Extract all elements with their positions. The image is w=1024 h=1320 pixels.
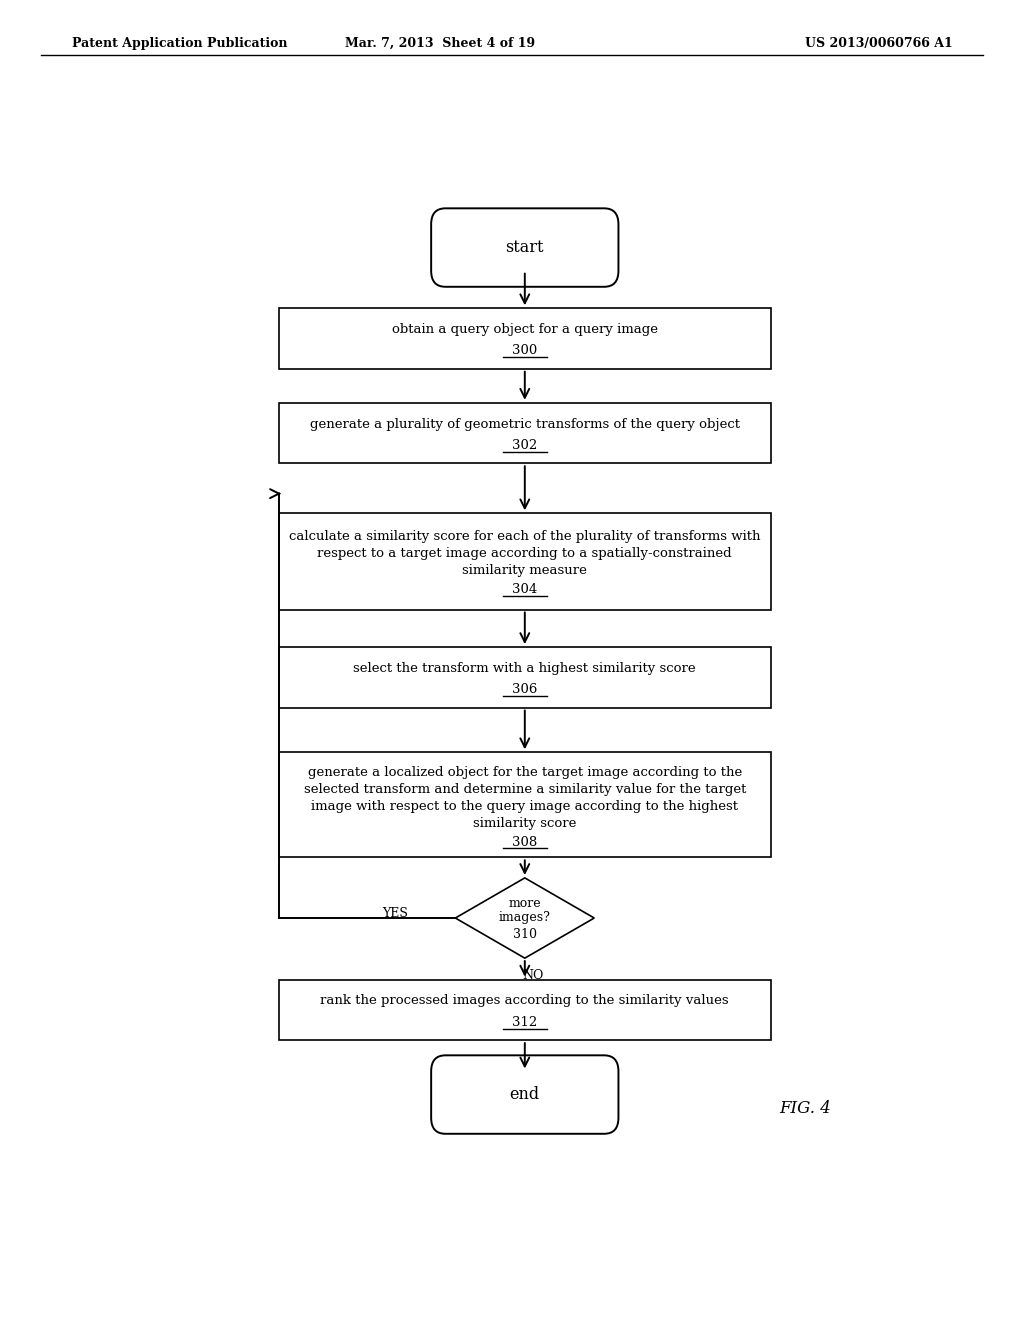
Bar [279, 403, 771, 463]
Text: 310: 310 [513, 928, 537, 941]
Text: calculate a similarity score for each of the plurality of transforms with: calculate a similarity score for each of… [289, 529, 761, 543]
Text: NO: NO [522, 969, 544, 982]
Text: Mar. 7, 2013  Sheet 4 of 19: Mar. 7, 2013 Sheet 4 of 19 [345, 37, 536, 50]
Text: select the transform with a highest similarity score: select the transform with a highest simi… [353, 661, 696, 675]
Text: Patent Application Publication: Patent Application Publication [72, 37, 287, 50]
Text: 312: 312 [512, 1016, 538, 1028]
FancyBboxPatch shape [431, 1055, 618, 1134]
Text: obtain a query object for a query image: obtain a query object for a query image [392, 323, 657, 337]
Bar [279, 752, 771, 858]
Text: start: start [506, 239, 544, 256]
Text: 300: 300 [512, 345, 538, 358]
Text: US 2013/0060766 A1: US 2013/0060766 A1 [805, 37, 952, 50]
Polygon shape [456, 878, 594, 958]
Text: FIG. 4: FIG. 4 [778, 1100, 830, 1117]
Bar [279, 647, 771, 708]
Bar [279, 308, 771, 368]
Text: generate a plurality of geometric transforms of the query object: generate a plurality of geometric transf… [310, 417, 739, 430]
Text: 304: 304 [512, 583, 538, 597]
Text: 302: 302 [512, 440, 538, 451]
Text: generate a localized object for the target image according to the: generate a localized object for the targ… [307, 766, 742, 779]
Text: respect to a target image according to a spatially-constrained: respect to a target image according to a… [317, 546, 732, 560]
Text: images?: images? [499, 911, 551, 924]
Bar [279, 979, 771, 1040]
Text: more: more [509, 898, 541, 911]
Text: end: end [510, 1086, 540, 1104]
Text: similarity measure: similarity measure [463, 564, 587, 577]
Text: selected transform and determine a similarity value for the target: selected transform and determine a simil… [303, 783, 746, 796]
Text: 306: 306 [512, 684, 538, 696]
Text: YES: YES [382, 907, 408, 920]
FancyBboxPatch shape [431, 209, 618, 286]
Text: image with respect to the query image according to the highest: image with respect to the query image ac… [311, 800, 738, 813]
Text: similarity score: similarity score [473, 817, 577, 830]
Text: rank the processed images according to the similarity values: rank the processed images according to t… [321, 994, 729, 1007]
Bar [279, 513, 771, 610]
Text: 308: 308 [512, 836, 538, 849]
